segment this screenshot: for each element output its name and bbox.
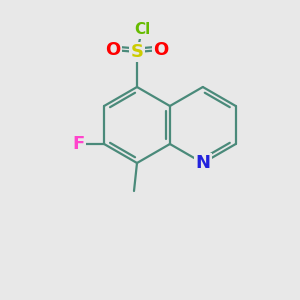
Text: F: F (72, 135, 84, 153)
Text: O: O (105, 41, 121, 59)
Text: N: N (195, 154, 210, 172)
Text: Cl: Cl (134, 22, 150, 38)
Text: O: O (153, 41, 169, 59)
Text: S: S (130, 43, 143, 61)
